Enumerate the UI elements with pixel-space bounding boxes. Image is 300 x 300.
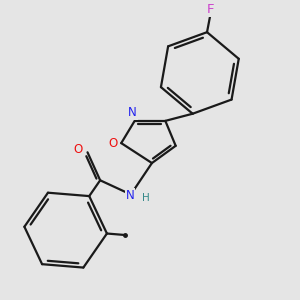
Text: O: O — [73, 143, 83, 156]
Text: F: F — [206, 3, 214, 16]
Text: O: O — [108, 136, 117, 150]
Text: N: N — [128, 106, 137, 119]
Text: H: H — [142, 193, 149, 202]
Text: N: N — [126, 189, 134, 202]
